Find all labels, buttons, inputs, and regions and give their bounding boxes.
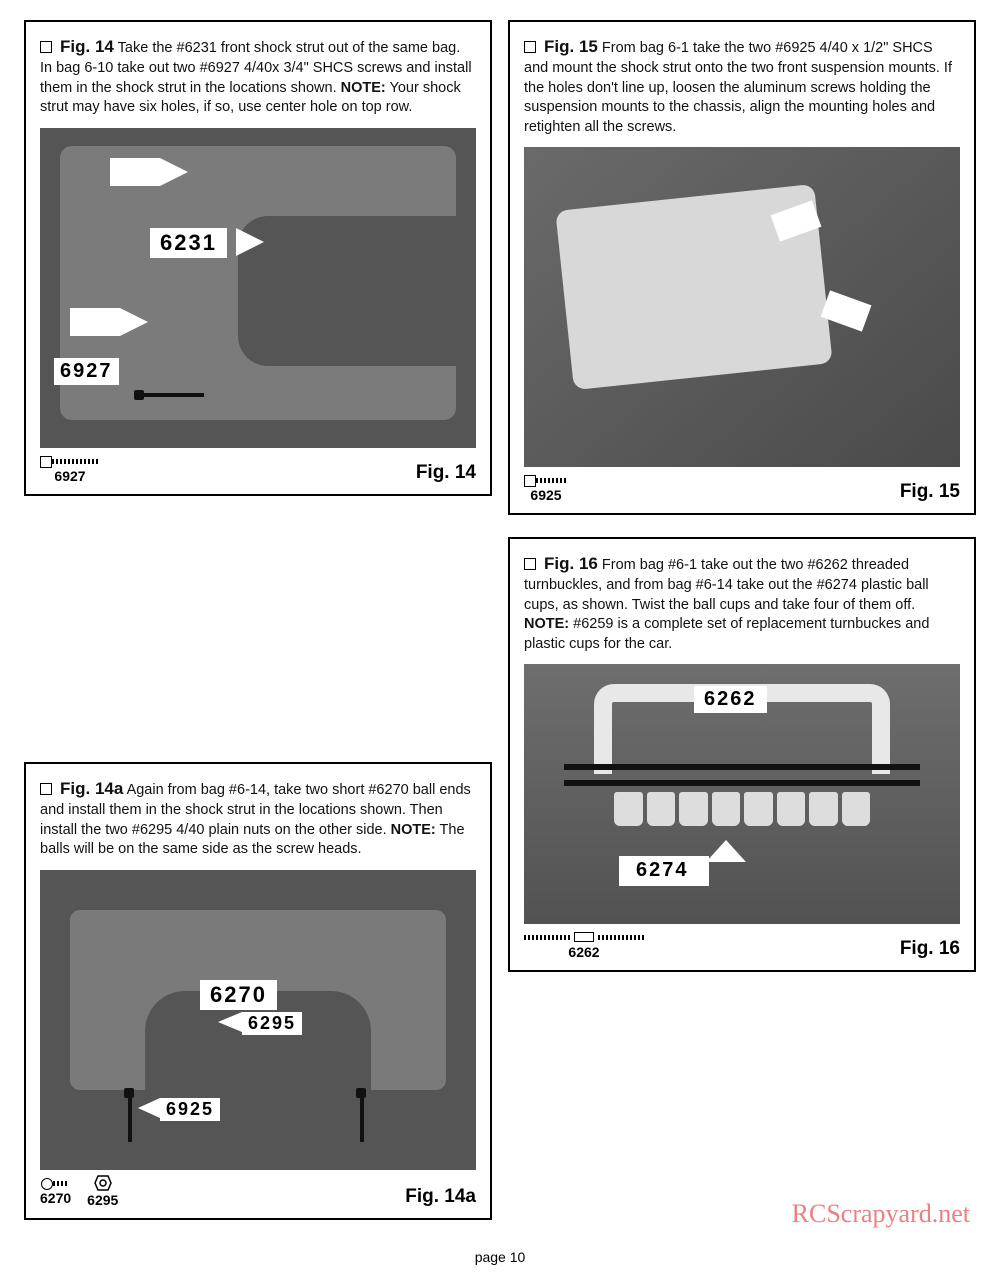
panel-fig14: Fig. 14 Take the #6231 front shock strut…	[24, 20, 492, 496]
pointer-bar	[110, 158, 160, 186]
turnbuckle-icon	[524, 930, 644, 944]
page-layout: Fig. 14 Take the #6231 front shock strut…	[24, 20, 976, 1220]
part-6262: 6262	[524, 930, 644, 960]
label-6925: 6925	[160, 1098, 220, 1121]
part-6295-label: 6295	[87, 1192, 118, 1208]
pointer-up-icon	[706, 840, 746, 862]
fig14a-caption: Fig. 14a	[405, 1186, 476, 1208]
fig14-photo: 6231 6927	[40, 128, 476, 448]
fig15-caption: Fig. 15	[900, 481, 960, 503]
ball-end-icon	[41, 1176, 71, 1190]
label-6270: 6270	[200, 980, 277, 1010]
pointer-icon	[160, 158, 188, 186]
fig16-caption-row: 6262 Fig. 16	[524, 930, 960, 960]
fig14-caption-row: 6927 Fig. 14	[40, 454, 476, 484]
label-6295: 6295	[242, 1012, 302, 1035]
part-6927: 6927	[40, 454, 100, 484]
note-label: NOTE:	[341, 80, 386, 96]
fig14a-parts: 6270 6295	[40, 1176, 118, 1208]
part-6927-label: 6927	[54, 468, 85, 484]
page-number: page 10	[0, 1249, 1000, 1265]
screw-shaft-icon	[144, 393, 204, 397]
ball-cup-row	[614, 792, 870, 826]
fig14-parts: 6927	[40, 454, 100, 484]
note-label: NOTE:	[524, 616, 569, 632]
screw-shaft-icon	[360, 1098, 364, 1142]
fig15-instruction: Fig. 15 From bag 6-1 take the two #6925 …	[524, 36, 960, 137]
part-6262-label: 6262	[568, 944, 599, 960]
fig16-instruction: Fig. 16 From bag #6-1 take out the two #…	[524, 553, 960, 654]
checkbox-icon	[524, 558, 536, 570]
label-6274: 6274	[628, 858, 697, 883]
fig16-heading: Fig. 16	[544, 554, 598, 573]
fig15-caption-row: 6925 Fig. 15	[524, 473, 960, 503]
left-column: Fig. 14 Take the #6231 front shock strut…	[24, 20, 492, 1220]
part-6270: 6270	[40, 1176, 71, 1206]
fig14a-caption-row: 6270 6295 Fig. 14a	[40, 1176, 476, 1208]
fig16-photo: 6262 6274	[524, 664, 960, 924]
fig16-note: #6259 is a complete set of replacement t…	[524, 616, 929, 652]
fig14a-photo: 6270 6295 6925	[40, 870, 476, 1170]
pointer-icon	[120, 308, 148, 336]
screw-head-icon	[124, 1088, 134, 1098]
label-6231: 6231	[150, 228, 227, 258]
checkbox-icon	[40, 41, 52, 53]
fig16-caption: Fig. 16	[900, 938, 960, 960]
fig15-photo	[524, 147, 960, 467]
screw-icon	[40, 454, 100, 468]
turnbuckle-rod	[564, 764, 920, 770]
note-label: NOTE:	[391, 822, 436, 838]
watermark: RCScrapyard.net	[792, 1199, 970, 1229]
fig14a-instruction: Fig. 14a Again from bag #6-14, take two …	[40, 778, 476, 860]
panel-fig16: Fig. 16 From bag #6-1 take out the two #…	[508, 537, 976, 972]
screw-head-icon	[356, 1088, 366, 1098]
panel-fig14a: Fig. 14a Again from bag #6-14, take two …	[24, 762, 492, 1220]
fig14a-heading: Fig. 14a	[60, 779, 123, 798]
label-6927: 6927	[54, 358, 119, 385]
panel-fig15: Fig. 15 From bag 6-1 take the two #6925 …	[508, 20, 976, 515]
fig15-parts: 6925	[524, 473, 568, 503]
part-6925-label: 6925	[530, 487, 561, 503]
checkbox-icon	[40, 783, 52, 795]
part-6295: 6295	[87, 1176, 118, 1208]
hex-nut-icon	[94, 1175, 112, 1191]
strut-plate	[60, 146, 456, 420]
pointer-icon	[236, 228, 264, 256]
right-column: Fig. 15 From bag 6-1 take the two #6925 …	[508, 20, 976, 1220]
fig14-instruction: Fig. 14 Take the #6231 front shock strut…	[40, 36, 476, 118]
label-6262: 6262	[694, 686, 767, 713]
part-6270-label: 6270	[40, 1190, 71, 1206]
screw-icon	[524, 473, 568, 487]
turnbuckle-rod	[564, 780, 920, 786]
screw-head-icon	[134, 390, 144, 400]
fig16-parts: 6262	[524, 930, 644, 960]
part-6925: 6925	[524, 473, 568, 503]
fig15-heading: Fig. 15	[544, 37, 598, 56]
pointer-icon	[218, 1012, 242, 1032]
pointer-bar	[70, 308, 120, 336]
pointer-icon	[138, 1098, 160, 1118]
fig14-heading: Fig. 14	[60, 37, 114, 56]
fig14-caption: Fig. 14	[416, 462, 476, 484]
checkbox-icon	[524, 41, 536, 53]
screw-shaft-icon	[128, 1098, 132, 1142]
